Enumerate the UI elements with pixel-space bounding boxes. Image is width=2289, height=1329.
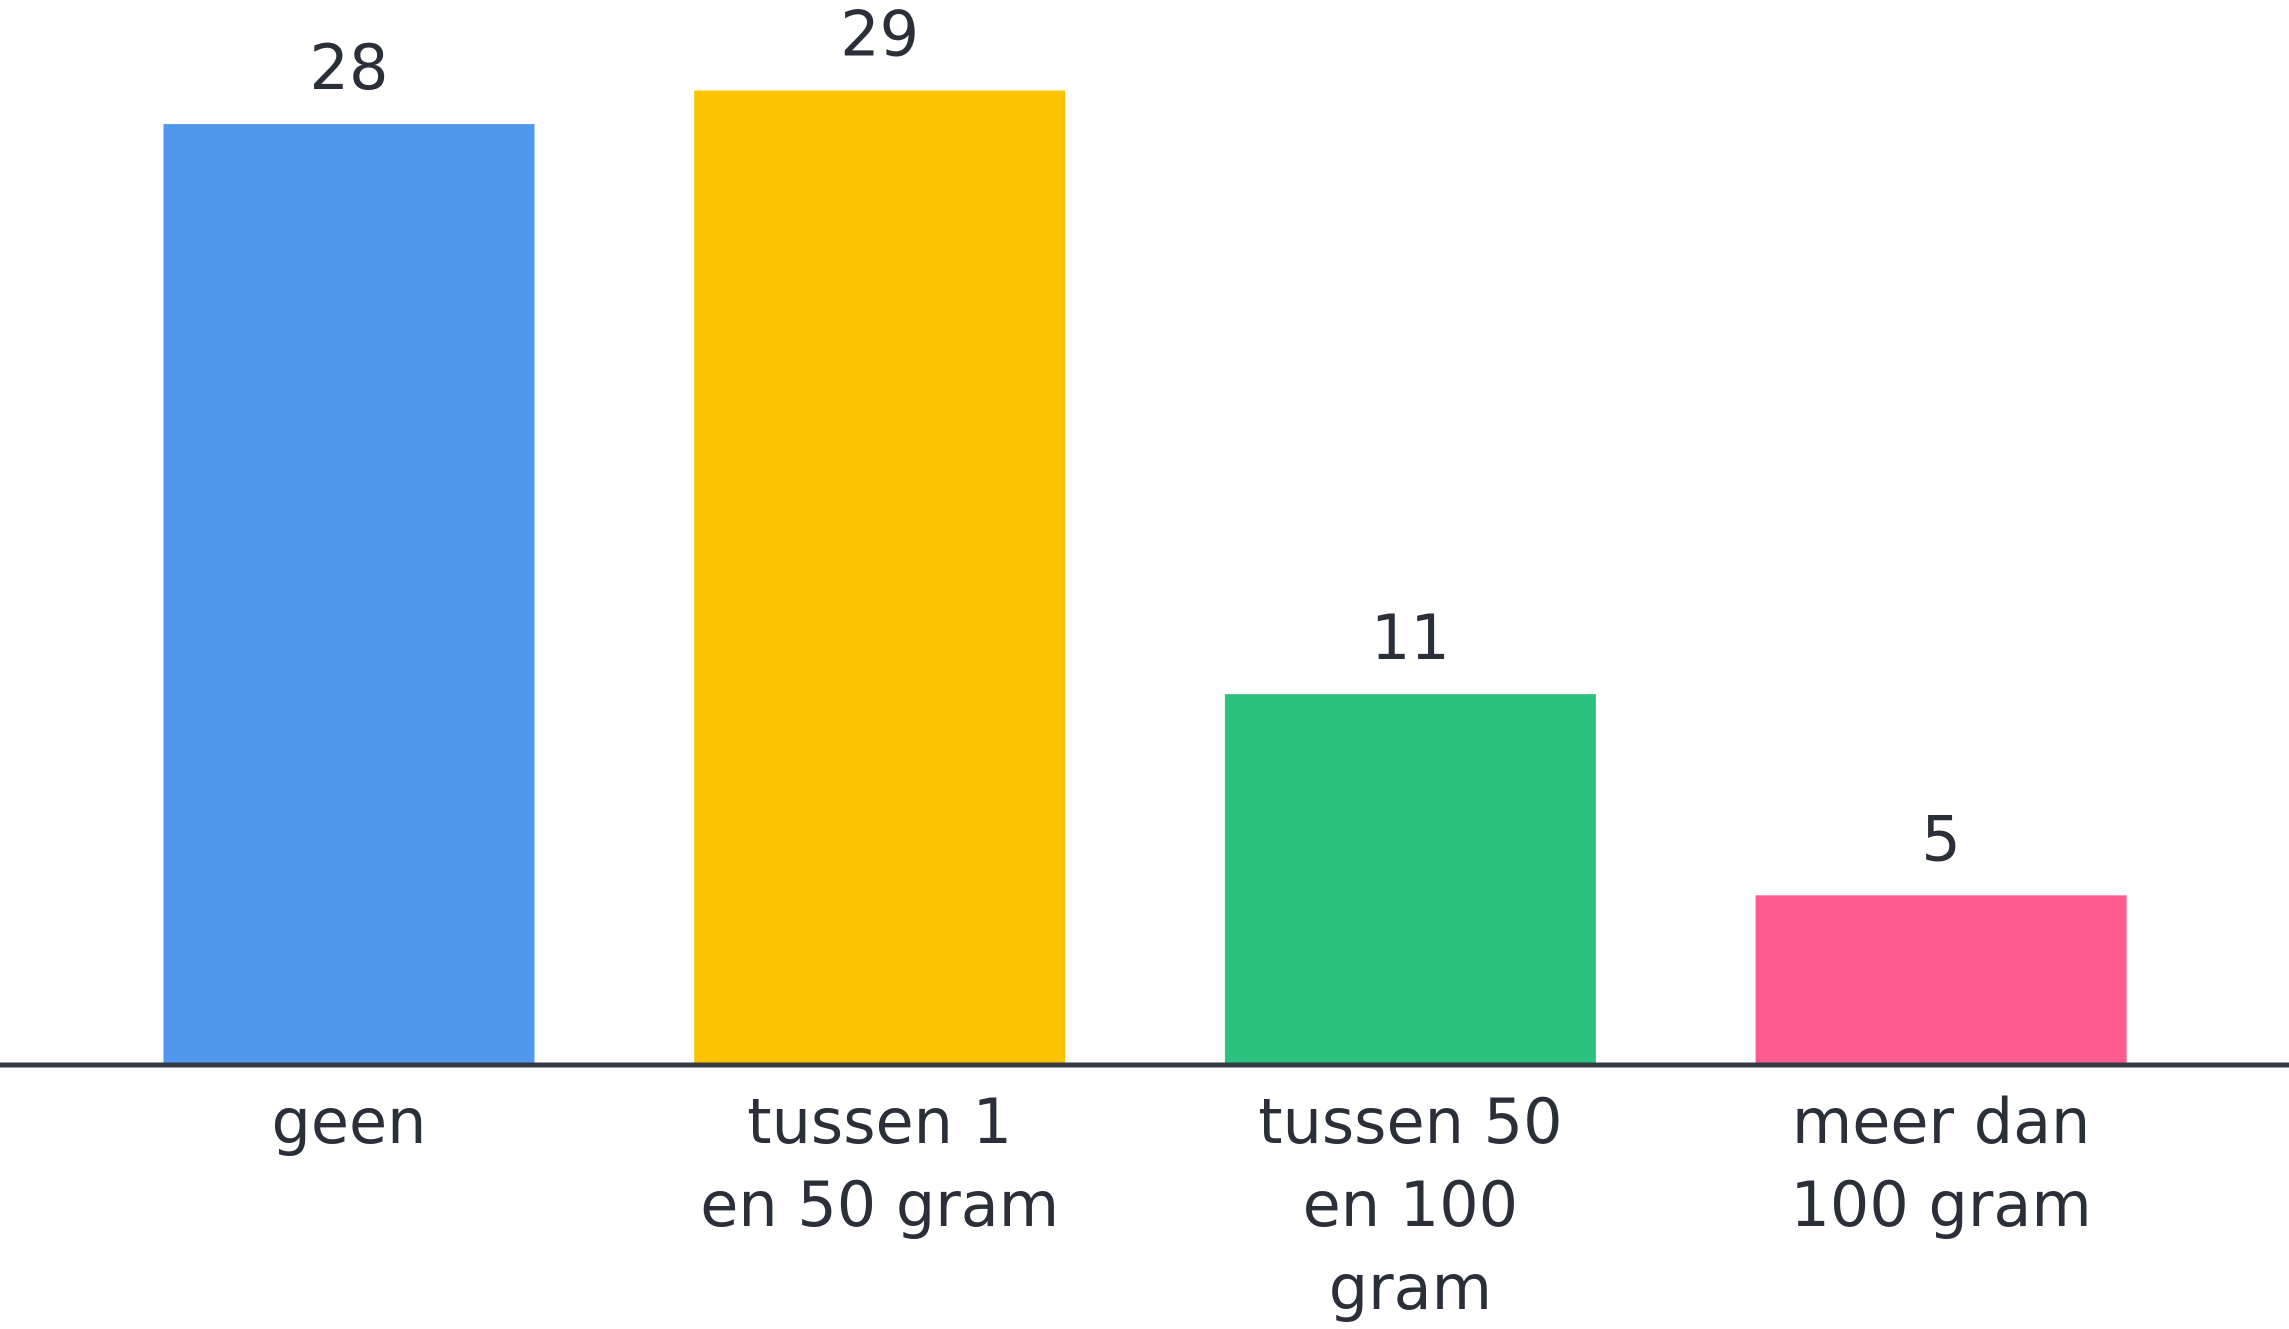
bar (694, 90, 1066, 1063)
bar (163, 124, 535, 1063)
value-label: 28 (310, 31, 389, 104)
bar (1224, 694, 1596, 1063)
bar (1755, 895, 2127, 1063)
x-tick-label: tussen 50 en 100 gram (1258, 1085, 1563, 1324)
value-label: 11 (1371, 601, 1450, 674)
x-tick-label: tussen 1 en 50 gram (700, 1085, 1060, 1241)
x-tick-label: geen (271, 1085, 427, 1158)
value-label: 29 (840, 0, 919, 71)
x-tick-label: meer dan 100 gram (1790, 1085, 2092, 1241)
value-label: 5 (1921, 802, 1960, 875)
